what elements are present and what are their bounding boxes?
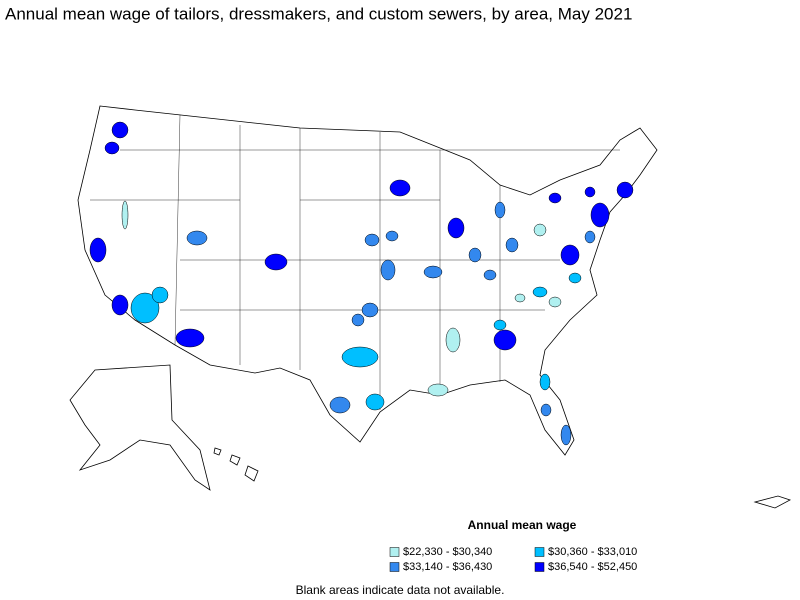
legend-swatch: [534, 547, 545, 557]
area: [341, 346, 379, 368]
legend-swatch: [534, 562, 545, 572]
legend-swatch: [389, 562, 400, 572]
legend-title: Annual mean wage: [468, 518, 577, 532]
area: [568, 272, 582, 284]
legend-swatch: [389, 547, 400, 557]
landmass: [69, 105, 792, 509]
area: [380, 259, 396, 281]
legend-label: $30,360 - $33,010: [548, 546, 637, 558]
area: [548, 296, 562, 308]
area: [111, 294, 129, 316]
area: [493, 329, 517, 351]
areas: [89, 121, 634, 446]
area: [616, 181, 634, 199]
hawaii: [213, 447, 259, 482]
footnote: Blank areas indicate data not available.: [296, 583, 505, 597]
area: [514, 293, 526, 303]
area: [175, 328, 205, 348]
area: [468, 247, 482, 263]
area: [423, 265, 443, 279]
area: [89, 237, 107, 263]
area: [264, 253, 288, 271]
area: [560, 244, 580, 266]
area: [130, 292, 160, 324]
legend-label: $33,140 - $36,430: [403, 561, 492, 573]
area: [533, 223, 547, 237]
area: [590, 202, 610, 228]
area: [351, 313, 365, 327]
area: [389, 179, 411, 197]
area: [385, 230, 399, 242]
area: [560, 424, 572, 446]
area: [584, 230, 596, 244]
area: [483, 269, 497, 281]
area: [121, 200, 129, 230]
area: [361, 302, 379, 318]
area: [540, 403, 552, 417]
area: [111, 121, 129, 139]
area: [493, 319, 507, 331]
area: [505, 237, 519, 253]
area: [548, 192, 562, 204]
area: [151, 286, 169, 304]
puerto-rico: [753, 495, 792, 509]
legend-label: $36,540 - $52,450: [548, 561, 637, 573]
area: [329, 396, 351, 414]
area: [365, 393, 385, 411]
legend: $22,330 - $30,340 $30,360 - $33,010 $33,14…: [389, 546, 637, 573]
area: [427, 383, 449, 397]
area: [494, 201, 506, 219]
area: [364, 233, 380, 247]
area: [104, 141, 120, 155]
area: [186, 230, 208, 246]
map-title: Annual mean wage of tailors, dressmakers…: [5, 4, 632, 23]
alaska: [69, 364, 211, 491]
contiguous-us: [77, 105, 658, 456]
area: [584, 186, 596, 198]
area: [532, 286, 548, 298]
area: [445, 327, 461, 353]
area: [447, 217, 465, 239]
area: [539, 373, 551, 391]
legend-label: $22,330 - $30,340: [403, 546, 492, 558]
